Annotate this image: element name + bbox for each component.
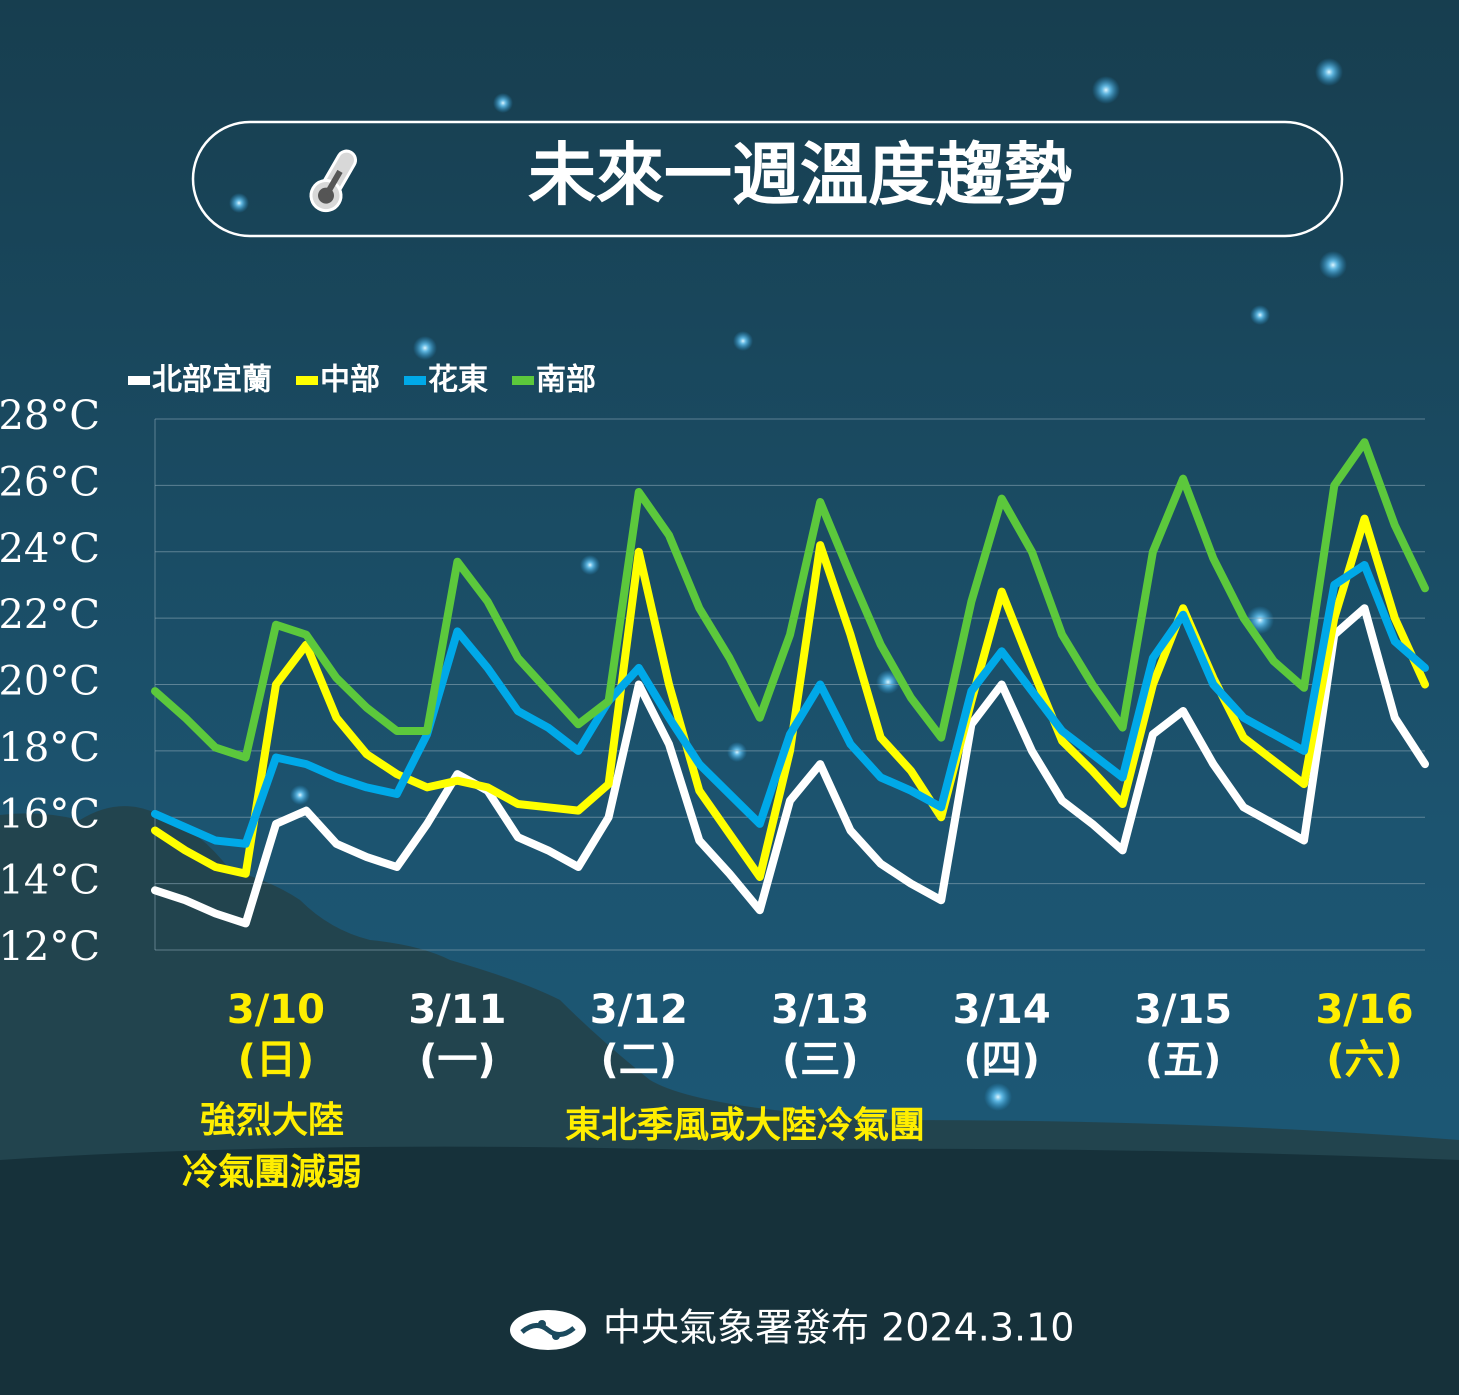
x-tick-label: 3/10 bbox=[227, 987, 325, 1033]
thermometer-icon bbox=[309, 149, 357, 213]
legend-swatch bbox=[128, 376, 150, 385]
x-tick-label: 3/13 bbox=[771, 987, 869, 1033]
legend-label: 花東 bbox=[428, 363, 488, 398]
x-tick-label: 3/14 bbox=[953, 987, 1051, 1033]
x-tick-label: 3/16 bbox=[1315, 987, 1413, 1033]
x-tick-weekday: (日) bbox=[238, 1037, 315, 1083]
series-line bbox=[151, 438, 1429, 762]
y-tick-label: 20°C bbox=[0, 659, 100, 705]
chart-title: 未來一週溫度趨勢 bbox=[528, 137, 1072, 216]
legend-swatch bbox=[512, 376, 534, 385]
y-tick-label: 12°C bbox=[0, 924, 100, 970]
x-tick-label: 3/12 bbox=[590, 987, 688, 1033]
ground bbox=[0, 1146, 1459, 1395]
y-tick-label: 14°C bbox=[0, 858, 100, 904]
logo bbox=[510, 1310, 586, 1350]
series-line bbox=[151, 561, 1429, 848]
y-tick-label: 22°C bbox=[0, 592, 100, 638]
legend-swatch bbox=[404, 376, 426, 385]
annotation: 冷氣團減弱 bbox=[182, 1152, 362, 1193]
y-tick-label: 28°C bbox=[0, 393, 100, 439]
x-tick-weekday: (二) bbox=[601, 1037, 678, 1083]
y-tick-label: 18°C bbox=[0, 725, 100, 771]
x-tick-weekday: (一) bbox=[419, 1037, 496, 1083]
footer: 中央氣象署發布 2024.3.10 bbox=[603, 1306, 1074, 1350]
x-tick-weekday: (四) bbox=[963, 1037, 1040, 1083]
y-tick-label: 24°C bbox=[0, 526, 100, 572]
annotation: 東北季風或大陸冷氣團 bbox=[565, 1105, 925, 1146]
x-tick-label: 3/15 bbox=[1134, 987, 1232, 1033]
annotation: 強烈大陸 bbox=[200, 1100, 344, 1141]
legend-label: 中部 bbox=[320, 363, 380, 398]
legend-label: 北部宜蘭 bbox=[152, 363, 272, 398]
series-line bbox=[151, 604, 1429, 928]
legend-swatch bbox=[296, 376, 318, 385]
x-tick-weekday: (三) bbox=[782, 1037, 859, 1083]
x-tick-weekday: (五) bbox=[1145, 1037, 1222, 1083]
x-tick-label: 3/11 bbox=[408, 987, 506, 1033]
legend-label: 南部 bbox=[536, 363, 596, 398]
stars bbox=[229, 58, 1347, 1111]
y-tick-label: 16°C bbox=[0, 791, 100, 837]
y-tick-label: 26°C bbox=[0, 459, 100, 505]
x-tick-weekday: (六) bbox=[1326, 1037, 1403, 1083]
title-box bbox=[191, 120, 1344, 238]
